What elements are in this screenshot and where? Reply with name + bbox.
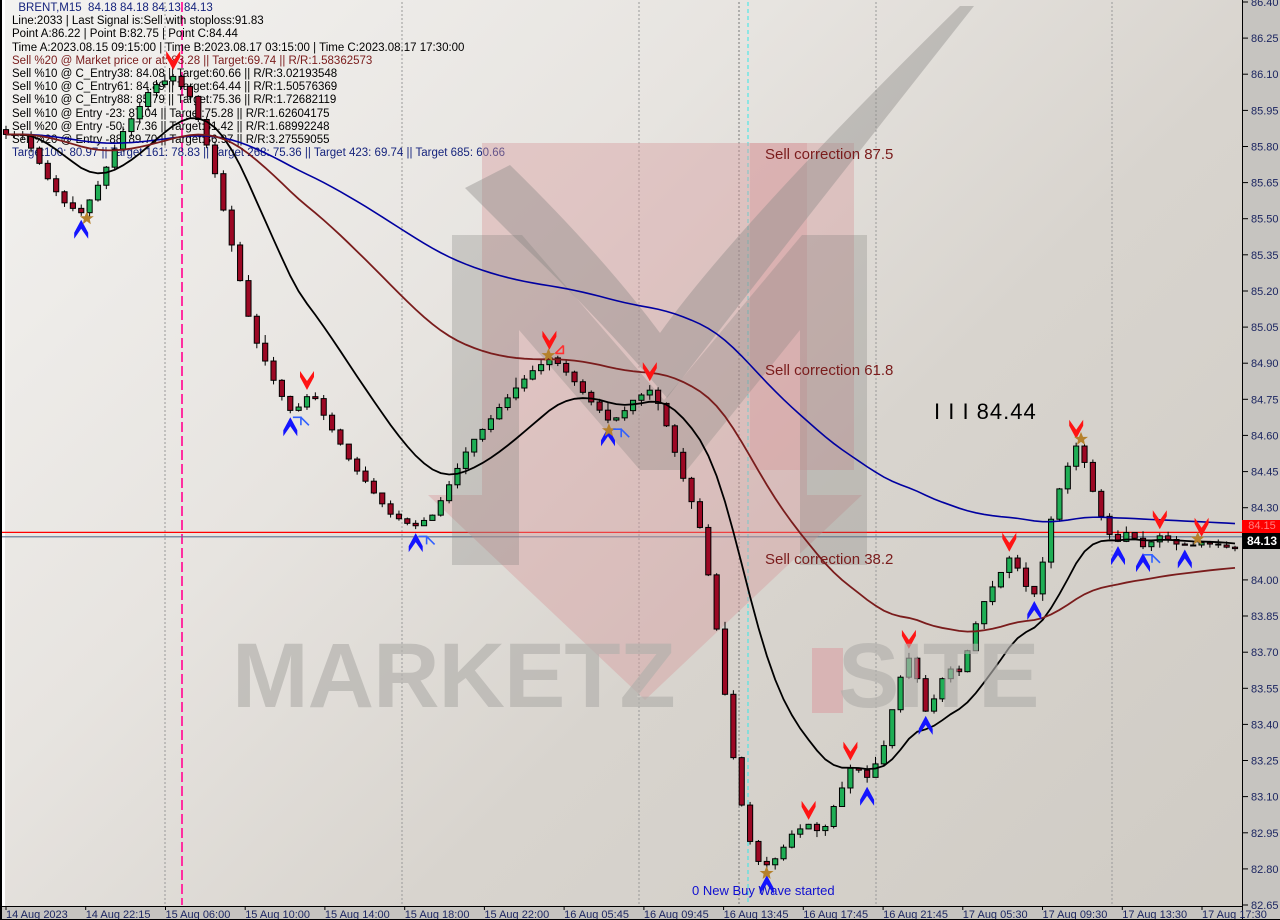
svg-text:17 Aug 17:30: 17 Aug 17:30 [1202, 909, 1267, 920]
svg-text:17 Aug 09:30: 17 Aug 09:30 [1043, 909, 1108, 920]
svg-text:83.85: 83.85 [1251, 611, 1279, 623]
svg-text:82.80: 82.80 [1251, 864, 1279, 876]
svg-text:85.80: 85.80 [1251, 142, 1279, 154]
svg-text:85.20: 85.20 [1251, 286, 1279, 298]
svg-text:16 Aug 09:45: 16 Aug 09:45 [644, 909, 709, 920]
svg-text:14 Aug 2023: 14 Aug 2023 [6, 909, 68, 920]
svg-text:16 Aug 17:45: 16 Aug 17:45 [803, 909, 868, 920]
svg-text:83.70: 83.70 [1251, 647, 1279, 659]
svg-text:85.65: 85.65 [1251, 178, 1279, 190]
svg-text:85.05: 85.05 [1251, 322, 1279, 334]
svg-text:15 Aug 14:00: 15 Aug 14:00 [325, 909, 390, 920]
svg-text:15 Aug 10:00: 15 Aug 10:00 [245, 909, 310, 920]
svg-text:86.25: 86.25 [1251, 33, 1279, 45]
svg-text:83.40: 83.40 [1251, 719, 1279, 731]
svg-text:15 Aug 06:00: 15 Aug 06:00 [166, 909, 231, 920]
svg-text:84.30: 84.30 [1251, 503, 1279, 515]
svg-text:84.60: 84.60 [1251, 430, 1279, 442]
svg-text:16 Aug 05:45: 16 Aug 05:45 [564, 909, 629, 920]
svg-text:15 Aug 18:00: 15 Aug 18:00 [405, 909, 470, 920]
svg-text:84.00: 84.00 [1251, 575, 1279, 587]
svg-text:85.50: 85.50 [1251, 214, 1279, 226]
svg-text:15 Aug 22:00: 15 Aug 22:00 [484, 909, 549, 920]
svg-text:86.40: 86.40 [1251, 0, 1279, 9]
svg-text:83.10: 83.10 [1251, 792, 1279, 804]
svg-text:85.95: 85.95 [1251, 105, 1279, 117]
svg-text:84.90: 84.90 [1251, 358, 1279, 370]
svg-text:83.25: 83.25 [1251, 756, 1279, 768]
svg-text:17 Aug 13:30: 17 Aug 13:30 [1122, 909, 1187, 920]
svg-text:83.55: 83.55 [1251, 683, 1279, 695]
svg-text:86.10: 86.10 [1251, 69, 1279, 81]
svg-text:84.75: 84.75 [1251, 394, 1279, 406]
svg-text:14 Aug 22:15: 14 Aug 22:15 [86, 909, 151, 920]
svg-text:85.35: 85.35 [1251, 250, 1279, 262]
svg-text:84.45: 84.45 [1251, 467, 1279, 479]
svg-text:17 Aug 05:30: 17 Aug 05:30 [963, 909, 1028, 920]
svg-text:16 Aug 13:45: 16 Aug 13:45 [724, 909, 789, 920]
svg-text:82.95: 82.95 [1251, 828, 1279, 840]
svg-text:16 Aug 21:45: 16 Aug 21:45 [883, 909, 948, 920]
